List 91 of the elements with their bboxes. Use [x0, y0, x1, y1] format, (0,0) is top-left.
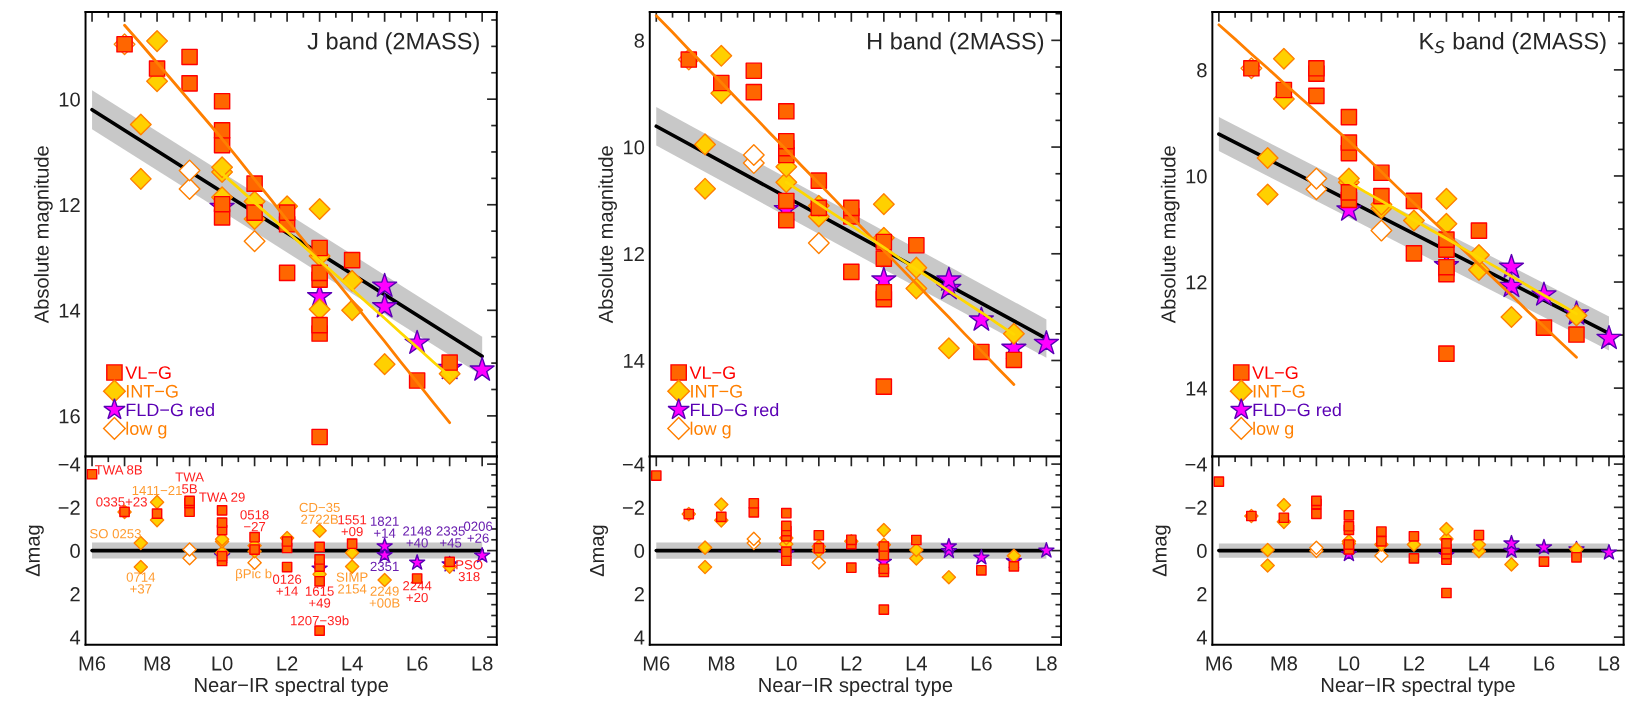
- y-tick-label: 2: [70, 587, 80, 602]
- legend-label: FLD−G red: [1253, 403, 1341, 417]
- annotation: 0335+23: [96, 497, 147, 507]
- annotation: 1821 +14: [370, 516, 399, 538]
- y-tick-label: 16: [59, 409, 80, 424]
- annotation: 2249 +00B: [369, 586, 400, 608]
- y-tick-label: 12: [1186, 275, 1207, 290]
- x-tick-label: L6: [1534, 656, 1555, 671]
- y-tick-label: 0: [634, 543, 645, 559]
- y-axis-title: Δmag: [1152, 525, 1171, 577]
- y-tick-label: −2: [58, 500, 80, 515]
- y-axis-title: Absolute magnitude: [1160, 146, 1180, 324]
- x-tick-label: L6: [971, 656, 992, 671]
- x-tick-label: L8: [1599, 656, 1620, 671]
- x-tick-label: L4: [906, 656, 927, 671]
- legend-label: VL−G: [125, 366, 171, 379]
- x-tick-label: L8: [1036, 656, 1057, 671]
- x-tick-label: M8: [1271, 656, 1297, 671]
- x-tick-label: M8: [144, 656, 171, 671]
- annotation: 0126 +14: [272, 574, 302, 596]
- x-axis-title: Near−IR spectral type: [1321, 677, 1515, 697]
- text: K$_{S}$ band (2MASS): [1420, 32, 1606, 55]
- y-tick-label: 4: [1196, 630, 1207, 645]
- y-tick-label: 2: [1197, 587, 1207, 602]
- text: J band (2MASS): [307, 32, 479, 55]
- legend-label: low g: [126, 421, 167, 439]
- y-tick-label: −4: [622, 457, 645, 472]
- y-tick-label: 4: [634, 630, 645, 645]
- annotation: βPic b: [236, 568, 272, 581]
- y-tick-label: −4: [58, 457, 81, 472]
- legend-label: INT−G: [126, 384, 178, 398]
- y-tick-label: −2: [1185, 500, 1207, 515]
- annotation: 2335 +45: [436, 526, 465, 548]
- y-tick-label: 14: [1186, 381, 1207, 396]
- legend-label: FLD−G red: [690, 403, 779, 417]
- y-tick-label: 12: [624, 247, 644, 262]
- y-axis-title: Δmag: [25, 525, 44, 577]
- legend-label: INT−G: [691, 384, 742, 398]
- legend-label: low g: [690, 421, 731, 439]
- y-tick-label: 4: [69, 630, 81, 645]
- y-axis-title: Absolute magnitude: [33, 146, 53, 324]
- x-tick-label: L8: [472, 656, 493, 671]
- annotation: TWA 8B: [95, 465, 142, 475]
- x-tick-label: L4: [1469, 656, 1490, 671]
- y-tick-label: 8: [1197, 63, 1207, 78]
- annotation: 1411−21: [132, 485, 182, 495]
- annotation: 1615 +49: [305, 586, 334, 608]
- annotation: SO 0253: [90, 529, 141, 539]
- y-tick-label: −2: [622, 500, 644, 515]
- annotation: TWA 29: [199, 492, 245, 502]
- legend-label: FLD−G red: [126, 403, 214, 417]
- legend-label: INT−G: [1253, 384, 1305, 398]
- y-tick-label: 12: [59, 197, 80, 213]
- x-tick-label: L2: [841, 656, 862, 671]
- y-tick-label: 2: [634, 587, 644, 602]
- y-tick-label: 14: [59, 303, 81, 318]
- x-tick-label: L0: [1339, 656, 1360, 671]
- y-tick-label: 10: [59, 92, 80, 107]
- annotation: 2148 +40: [403, 526, 432, 548]
- y-tick-label: 10: [1186, 169, 1207, 184]
- x-tick-label: L6: [407, 656, 428, 671]
- legend-label: VL−G: [689, 366, 735, 379]
- legend-label: VL−G: [1252, 366, 1298, 379]
- y-tick-label: 0: [1197, 543, 1207, 559]
- x-tick-label: M6: [79, 656, 106, 671]
- x-tick-label: M6: [1206, 656, 1232, 671]
- y-axis-title: Absolute magnitude: [598, 146, 617, 324]
- annotation: 0518 −27: [240, 510, 269, 532]
- x-tick-label: L0: [776, 656, 797, 671]
- y-tick-label: −4: [1185, 457, 1207, 472]
- x-tick-label: L4: [342, 656, 363, 671]
- annotation: 0714 +37: [126, 572, 156, 594]
- x-tick-label: L2: [1404, 656, 1425, 671]
- legend-label: low g: [1253, 421, 1294, 439]
- annotation: 2351: [370, 561, 399, 572]
- x-axis-title: Near−IR spectral type: [195, 677, 388, 697]
- x-tick-label: M8: [708, 656, 735, 671]
- y-tick-label: 14: [624, 353, 645, 368]
- x-tick-label: L0: [212, 656, 233, 671]
- x-tick-label: M6: [643, 656, 670, 671]
- annotation: SIMP 2154: [336, 572, 368, 594]
- x-tick-label: L2: [277, 656, 298, 671]
- text: H band (2MASS): [868, 32, 1044, 55]
- y-tick-label: 10: [624, 140, 645, 155]
- annotation: 1207−39b: [291, 615, 349, 626]
- x-axis-title: Near−IR spectral type: [759, 677, 953, 697]
- annotation: PSO 318: [456, 560, 483, 582]
- y-tick-label: 0: [70, 543, 80, 559]
- y-tick-label: 8: [634, 33, 645, 48]
- annotation: 1551 +09: [338, 515, 367, 537]
- y-axis-title: Δmag: [590, 525, 609, 577]
